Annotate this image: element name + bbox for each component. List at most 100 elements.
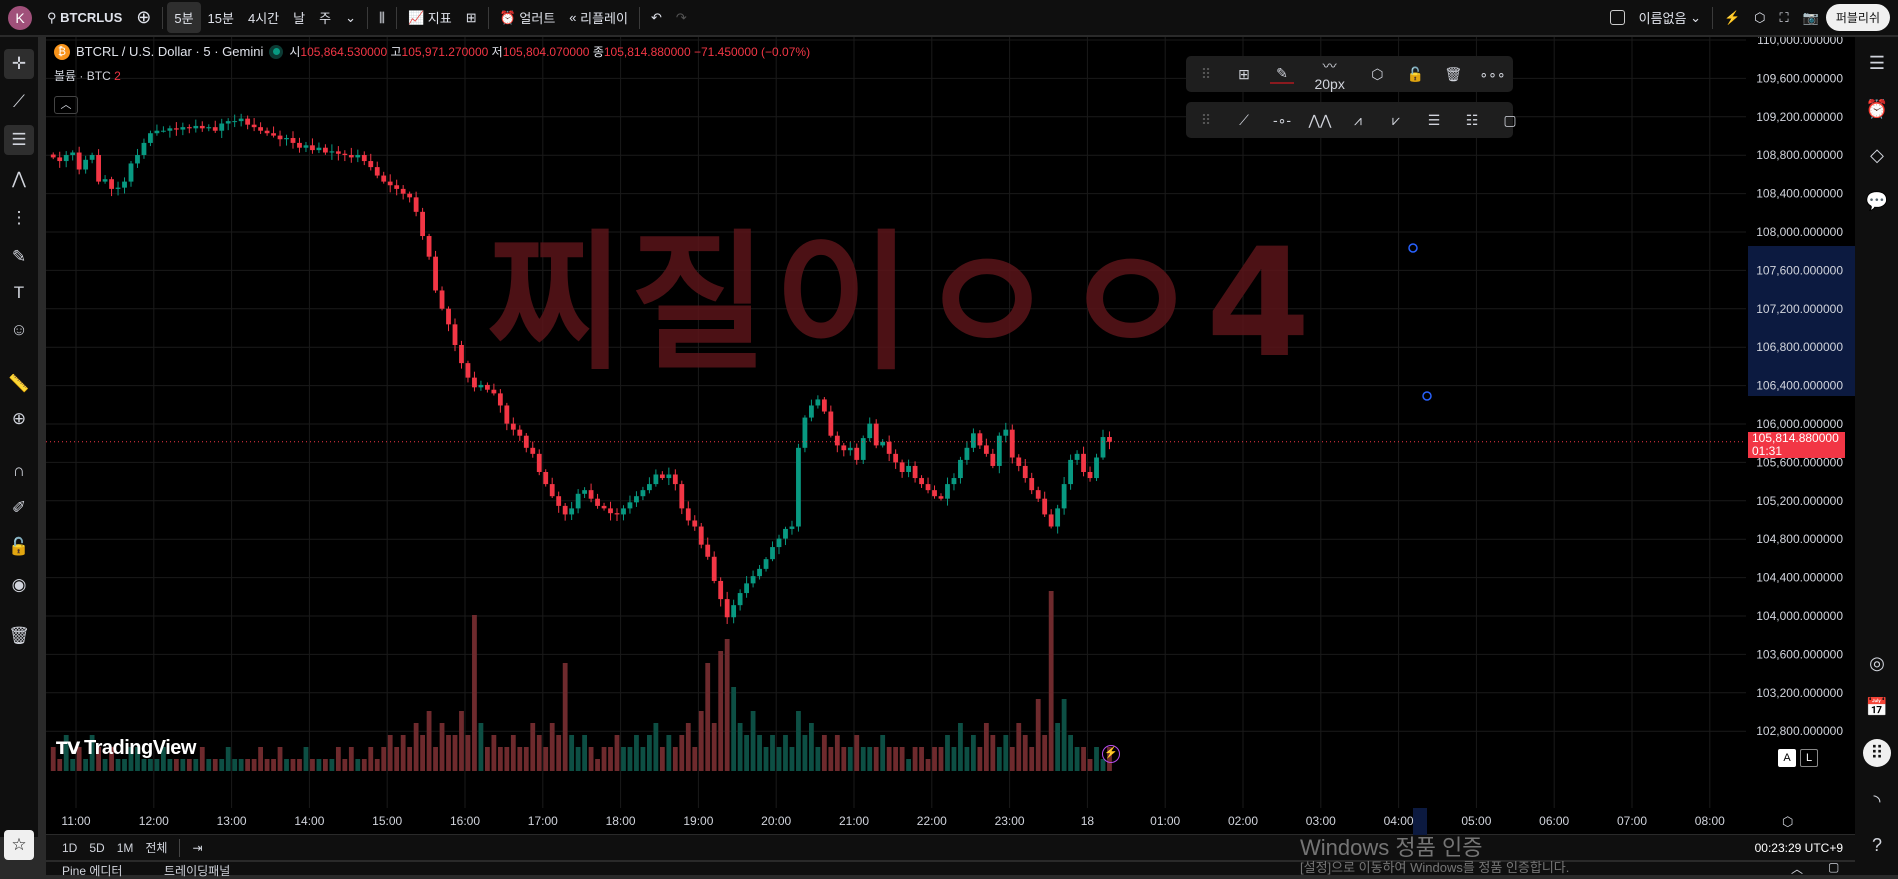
settings-icon[interactable]: ⬡ [1371, 65, 1384, 82]
volume-bar [731, 687, 737, 771]
volume-bar [724, 639, 730, 771]
alert-button[interactable]: ⏰ 얼러트 [493, 0, 563, 35]
pattern-icon[interactable]: ⋀ [12, 169, 26, 188]
brush-icon[interactable]: ✎ [11, 247, 27, 266]
time-axis[interactable]: 11:00 12:00 13:00 14:00 15:00 16:00 17:00 18:00… [46, 808, 1855, 835]
chart-pane[interactable]: 110,000.000000 109,600.000000 109,200.0000… [46, 37, 1855, 808]
forecast-icon[interactable]: ⋮ [10, 208, 28, 227]
volume-bar [70, 759, 76, 771]
interval-day[interactable]: 날 [293, 11, 306, 26]
calendar-icon[interactable]: 📅 [1865, 696, 1889, 717]
avatar[interactable]: K [8, 5, 32, 30]
candle-body [977, 433, 983, 446]
unlock-icon[interactable]: 🔓 [1406, 65, 1425, 82]
emoji-icon[interactable]: ☺ [10, 320, 28, 339]
undo-icon[interactable]: ↶ [650, 9, 662, 25]
chat-icon[interactable]: 💬 [1865, 190, 1889, 211]
quick-search-icon[interactable]: ⚡ [1723, 9, 1741, 25]
horizontal-ray-icon[interactable]: -∘- [1272, 111, 1292, 128]
range-all[interactable]: 전체 [145, 841, 168, 855]
templates-grid-icon[interactable]: ⊞ [465, 9, 477, 25]
auto-scale-button[interactable]: A [1778, 749, 1796, 767]
log-scale-button[interactable]: L [1800, 749, 1818, 767]
volume-bar [854, 735, 860, 771]
layers-icon[interactable]: ◇ [1870, 144, 1884, 165]
lock-icon[interactable]: 🔓 [8, 537, 30, 556]
zoom-in-icon[interactable]: ⊕ [11, 409, 27, 428]
regression-channel-icon[interactable]: ☷ [1465, 111, 1479, 128]
favorites-star-icon[interactable]: ☆ [4, 830, 34, 860]
apps-grid-icon[interactable]: ⠿ [1863, 739, 1891, 767]
interval-4h[interactable]: 4시간 [247, 11, 280, 26]
hotlists-icon[interactable]: ◎ [1869, 652, 1885, 673]
layout-checkbox-icon[interactable] [1603, 0, 1632, 35]
publish-button[interactable]: 퍼블리쉬 [1825, 4, 1890, 31]
ruler-icon[interactable]: 📏 [8, 374, 30, 393]
help-icon[interactable]: ? [1871, 834, 1882, 855]
clock-timezone[interactable]: 00:23:29 UTC+9 [1754, 841, 1843, 855]
layout-name-dropdown[interactable]: 이름없음 ⌄ [1638, 9, 1701, 27]
pencil-color-icon[interactable]: ✎ [1270, 65, 1294, 84]
candle-body [335, 151, 341, 154]
drag-handle-icon[interactable]: ⠿ [1200, 65, 1212, 82]
interval-dropdown-chevron-icon[interactable]: ⌄ [345, 9, 356, 25]
goto-date-icon[interactable]: ⇥ [192, 841, 203, 855]
lightning-event-icon[interactable]: ⚡ [1102, 745, 1120, 763]
volume-bar [556, 735, 562, 771]
add-template-icon[interactable]: ⊞ [1238, 65, 1250, 82]
interval-15m[interactable]: 15분 [207, 11, 234, 26]
goto-settings-icon[interactable]: ⬡ [1782, 814, 1794, 829]
maximize-panel-icon[interactable]: ▢ [1828, 860, 1840, 874]
tab-trading-panel[interactable]: 트레이딩패널 [164, 864, 231, 878]
watchlist-icon[interactable]: ☰ [1868, 52, 1886, 73]
redo-icon[interactable]: ↷ [675, 9, 687, 25]
volume-bar [1081, 747, 1086, 771]
crosshair-icon[interactable]: ✛ [4, 49, 34, 79]
candle-body [277, 135, 283, 140]
volume-bar [413, 723, 419, 771]
range-5d[interactable]: 5D [89, 841, 105, 855]
signal-icon[interactable]: ◝ [1873, 790, 1881, 811]
lock-pencil-icon[interactable]: ✐ [11, 498, 27, 517]
candle-body [821, 399, 827, 412]
trend-line-icon[interactable]: ⟋ [13, 92, 25, 111]
candle-body [698, 526, 704, 545]
camera-icon[interactable]: 📷 [1802, 9, 1819, 25]
collapse-legend-button[interactable]: ︿ [54, 96, 78, 114]
fullscreen-icon[interactable]: ⛶ [1779, 9, 1789, 25]
legend-symbol[interactable]: BTCRL / U.S. Dollar · 5 · Gemini [76, 44, 264, 59]
price-tick-label: 108,000.000000 [1756, 225, 1843, 239]
trash-icon[interactable]: 🗑 [8, 626, 30, 645]
text-icon[interactable]: T [13, 283, 25, 302]
eye-icon[interactable]: ◉ [11, 575, 27, 594]
expand-panel-icon[interactable]: ︿ [1791, 862, 1804, 876]
volume-bar [672, 747, 678, 771]
range-1m[interactable]: 1M [116, 841, 134, 855]
range-1d[interactable]: 1D [62, 841, 78, 855]
settings-gear-icon[interactable]: ⬡ [1754, 9, 1766, 25]
alerts-clock-icon[interactable]: ⏰ [1865, 98, 1889, 119]
compare-symbol-button[interactable]: ⊕ [136, 7, 152, 27]
parallel-channel-icon[interactable]: ☰ [1427, 111, 1441, 128]
stroke-width-button[interactable]: 〰20px [1314, 58, 1345, 92]
replay-button[interactable]: « 리플레이 [562, 0, 635, 35]
magnet-icon[interactable]: ∩ [12, 461, 26, 480]
indicators-button[interactable]: 📈 지표 [401, 0, 459, 35]
interval-5m[interactable]: 5분 [167, 2, 201, 33]
tab-pine-editor[interactable]: Pine 에디터 [62, 864, 123, 878]
trash-icon[interactable]: 🗑 [1444, 65, 1463, 82]
elliott-impulse-icon[interactable]: ⩘ [1354, 111, 1362, 128]
candle-type-icon[interactable]: ⫼ [378, 9, 385, 25]
abcd-pattern-icon[interactable]: ⩗ [1392, 111, 1400, 128]
symbol-search[interactable]: ⚲ BTCRLUS [40, 0, 129, 35]
drag-handle-icon[interactable]: ⠿ [1200, 111, 1212, 128]
rectangle-icon[interactable]: ▢ [1503, 111, 1517, 128]
elliott-wave-icon[interactable]: ⋀⋀ [1308, 111, 1332, 128]
interval-week[interactable]: 주 [319, 11, 332, 26]
handwritten-drawing[interactable]: 찌질이ㅇㅇ4 [486, 217, 1317, 391]
price-chart[interactable]: 110,000.000000 109,600.000000 109,200.0000… [46, 37, 1855, 808]
trend-line-icon[interactable]: ⟋ [1239, 111, 1249, 128]
fib-retracement-icon[interactable]: ☰ [4, 125, 34, 155]
price-tick-label: 105,600.000000 [1756, 455, 1843, 469]
more-icon[interactable]: ∘∘∘ [1479, 65, 1506, 82]
